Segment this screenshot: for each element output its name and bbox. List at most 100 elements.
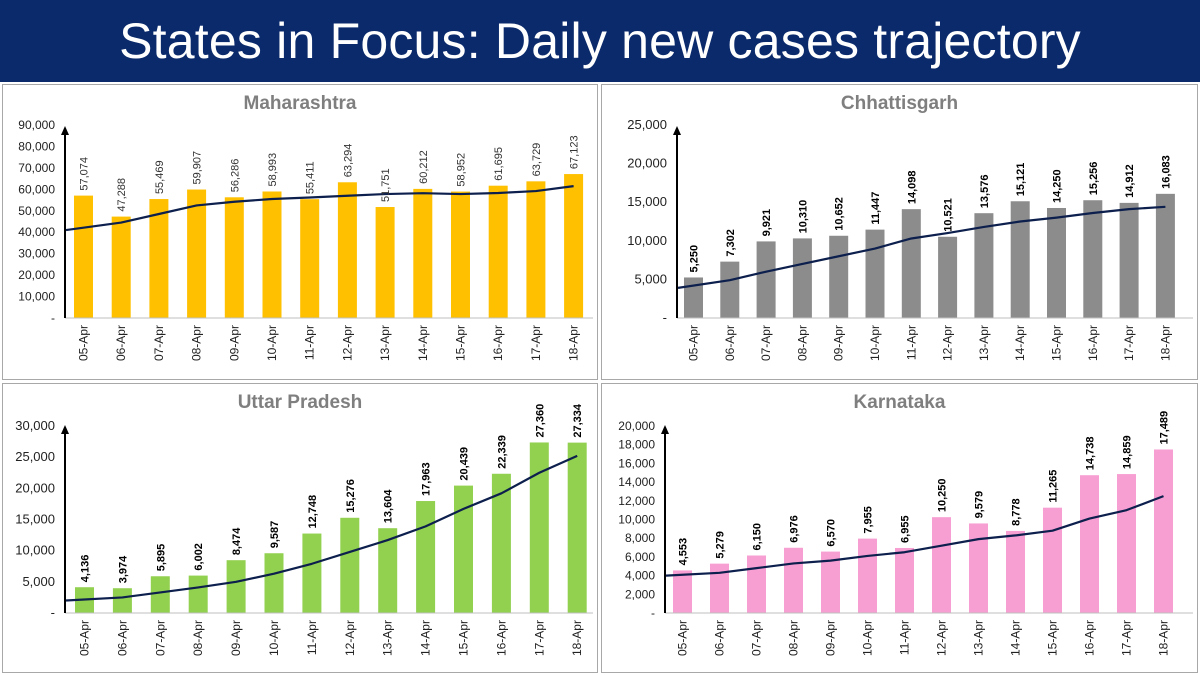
maharashtra-chart: Maharashtra - 10,000 20,000 30,000 40,000 50,0… [18, 93, 593, 361]
y-tick-label: - [651, 606, 655, 620]
x-tick-label: 12-Apr [343, 620, 357, 656]
bar [829, 235, 849, 318]
x-tick-label: 15-Apr [457, 620, 471, 656]
data-label: 55,469 [154, 160, 166, 194]
data-label: 22,339 [496, 435, 508, 469]
x-tick-label: 12-Apr [340, 325, 354, 361]
y-tick-label: 16,000 [618, 456, 655, 470]
y-axis-arrow [61, 425, 69, 434]
y-tick-label: 50,000 [18, 204, 55, 218]
data-label: 58,952 [456, 153, 468, 187]
x-tick-label: 10-Apr [267, 620, 281, 656]
x-tick-label: 09-Apr [227, 325, 241, 361]
bar [792, 238, 812, 318]
bar [149, 199, 169, 318]
bar [858, 538, 877, 613]
data-label: 14,098 [906, 171, 918, 205]
karnataka-chart: Karnataka - 2,000 4,000 6,000 8,000 10,000 12,0… [618, 392, 1193, 656]
bar [491, 473, 511, 613]
data-label: 17,963 [421, 462, 433, 496]
x-tick-label: 06-Apr [713, 620, 727, 656]
x-tick-label: 09-Apr [832, 325, 846, 361]
x-tick-label: 17-Apr [1122, 325, 1136, 361]
x-tick-label: 14-Apr [1013, 325, 1027, 361]
data-label: 8,778 [1011, 498, 1023, 526]
data-label: 17,489 [1159, 411, 1171, 445]
bar [1083, 200, 1103, 318]
data-label: 67,123 [569, 135, 581, 169]
trend-line [677, 205, 1166, 289]
x-tick-label: 12-Apr [941, 325, 955, 361]
bar [901, 209, 921, 318]
data-label: 12,748 [307, 495, 319, 529]
chart-panel-karnataka: Karnataka - 2,000 4,000 6,000 8,000 10,000 12,0… [601, 383, 1198, 673]
page-title: States in Focus: Daily new cases traject… [119, 13, 1081, 69]
data-label: 59,907 [192, 151, 204, 185]
x-tick-label: 08-Apr [191, 620, 205, 656]
x-tick-label: 07-Apr [750, 620, 764, 656]
data-label: 11,447 [870, 192, 882, 225]
data-label: 7,302 [725, 229, 737, 257]
x-tick-label: 16-Apr [494, 620, 508, 656]
bar [150, 576, 170, 613]
trend-line [65, 454, 578, 602]
y-tick-label: 10,000 [618, 513, 655, 527]
y-tick-label: 18,000 [618, 438, 655, 452]
bar [720, 261, 740, 318]
y-axis-arrow [661, 425, 669, 434]
data-label: 5,279 [715, 531, 727, 559]
data-label: 15,256 [1088, 162, 1100, 196]
x-tick-label: 08-Apr [795, 325, 809, 361]
bar [1047, 207, 1066, 318]
y-tick-label: 25,000 [627, 117, 667, 132]
data-label: 63,729 [531, 143, 543, 177]
x-tick-label: 12-Apr [935, 620, 949, 656]
data-label: 9,587 [269, 521, 281, 549]
trend-line [65, 185, 574, 232]
data-label: 9,579 [974, 491, 986, 519]
data-label: 4,136 [80, 555, 92, 583]
bar [454, 485, 473, 613]
chart-title: Chhattisgarh [841, 93, 958, 114]
x-tick-label: 11-Apr [904, 325, 918, 360]
x-tick-label: 13-Apr [977, 325, 991, 361]
y-tick-label: 15,000 [15, 512, 55, 527]
x-tick-label: 17-Apr [532, 620, 546, 656]
data-label: 14,250 [1052, 169, 1064, 203]
y-tick-label: 80,000 [18, 139, 55, 153]
bar [673, 570, 692, 613]
chhattisgarh-chart: Chhattisgarh - 5,000 10,000 15,000 20,000 25,0… [627, 93, 1193, 361]
x-tick-label: 05-Apr [78, 620, 92, 656]
bar [111, 216, 131, 318]
bar [784, 547, 803, 613]
bar [188, 575, 208, 613]
y-tick-label: 12,000 [618, 494, 655, 508]
y-tick-label: 5,000 [22, 574, 55, 589]
chart-panel-uttar-pradesh: Uttar Pradesh - 5,000 10,000 15,000 20,000 25,… [2, 383, 598, 673]
data-label: 7,955 [863, 506, 875, 534]
bar [1119, 202, 1139, 318]
y-tick-label: 2,000 [625, 587, 655, 601]
y-tick-label: - [51, 605, 55, 620]
data-label: 55,411 [305, 161, 317, 194]
bar [413, 188, 433, 318]
y-tick-label: - [663, 310, 667, 325]
data-label: 14,912 [1124, 164, 1136, 198]
y-tick-label: - [51, 311, 55, 325]
x-tick-label: 15-Apr [1046, 620, 1060, 656]
x-tick-label: 17-Apr [529, 325, 543, 361]
y-tick-label: 60,000 [18, 182, 55, 196]
data-label: 3,974 [117, 555, 129, 583]
data-label: 15,121 [1015, 163, 1027, 197]
x-tick-label: 10-Apr [265, 325, 279, 361]
x-tick-label: 13-Apr [378, 325, 392, 361]
uttar-pradesh-chart: Uttar Pradesh - 5,000 10,000 15,000 20,000 25,… [15, 392, 593, 656]
x-tick-label: 13-Apr [381, 620, 395, 656]
bar [1155, 193, 1175, 318]
data-label: 61,695 [493, 147, 505, 181]
data-label: 6,570 [826, 519, 838, 547]
bar [1080, 475, 1099, 613]
x-tick-label: 16-Apr [1086, 325, 1100, 361]
chart-panel-maharashtra: Maharashtra - 10,000 20,000 30,000 40,000 50,0… [2, 84, 598, 380]
data-label: 5,250 [689, 245, 701, 273]
